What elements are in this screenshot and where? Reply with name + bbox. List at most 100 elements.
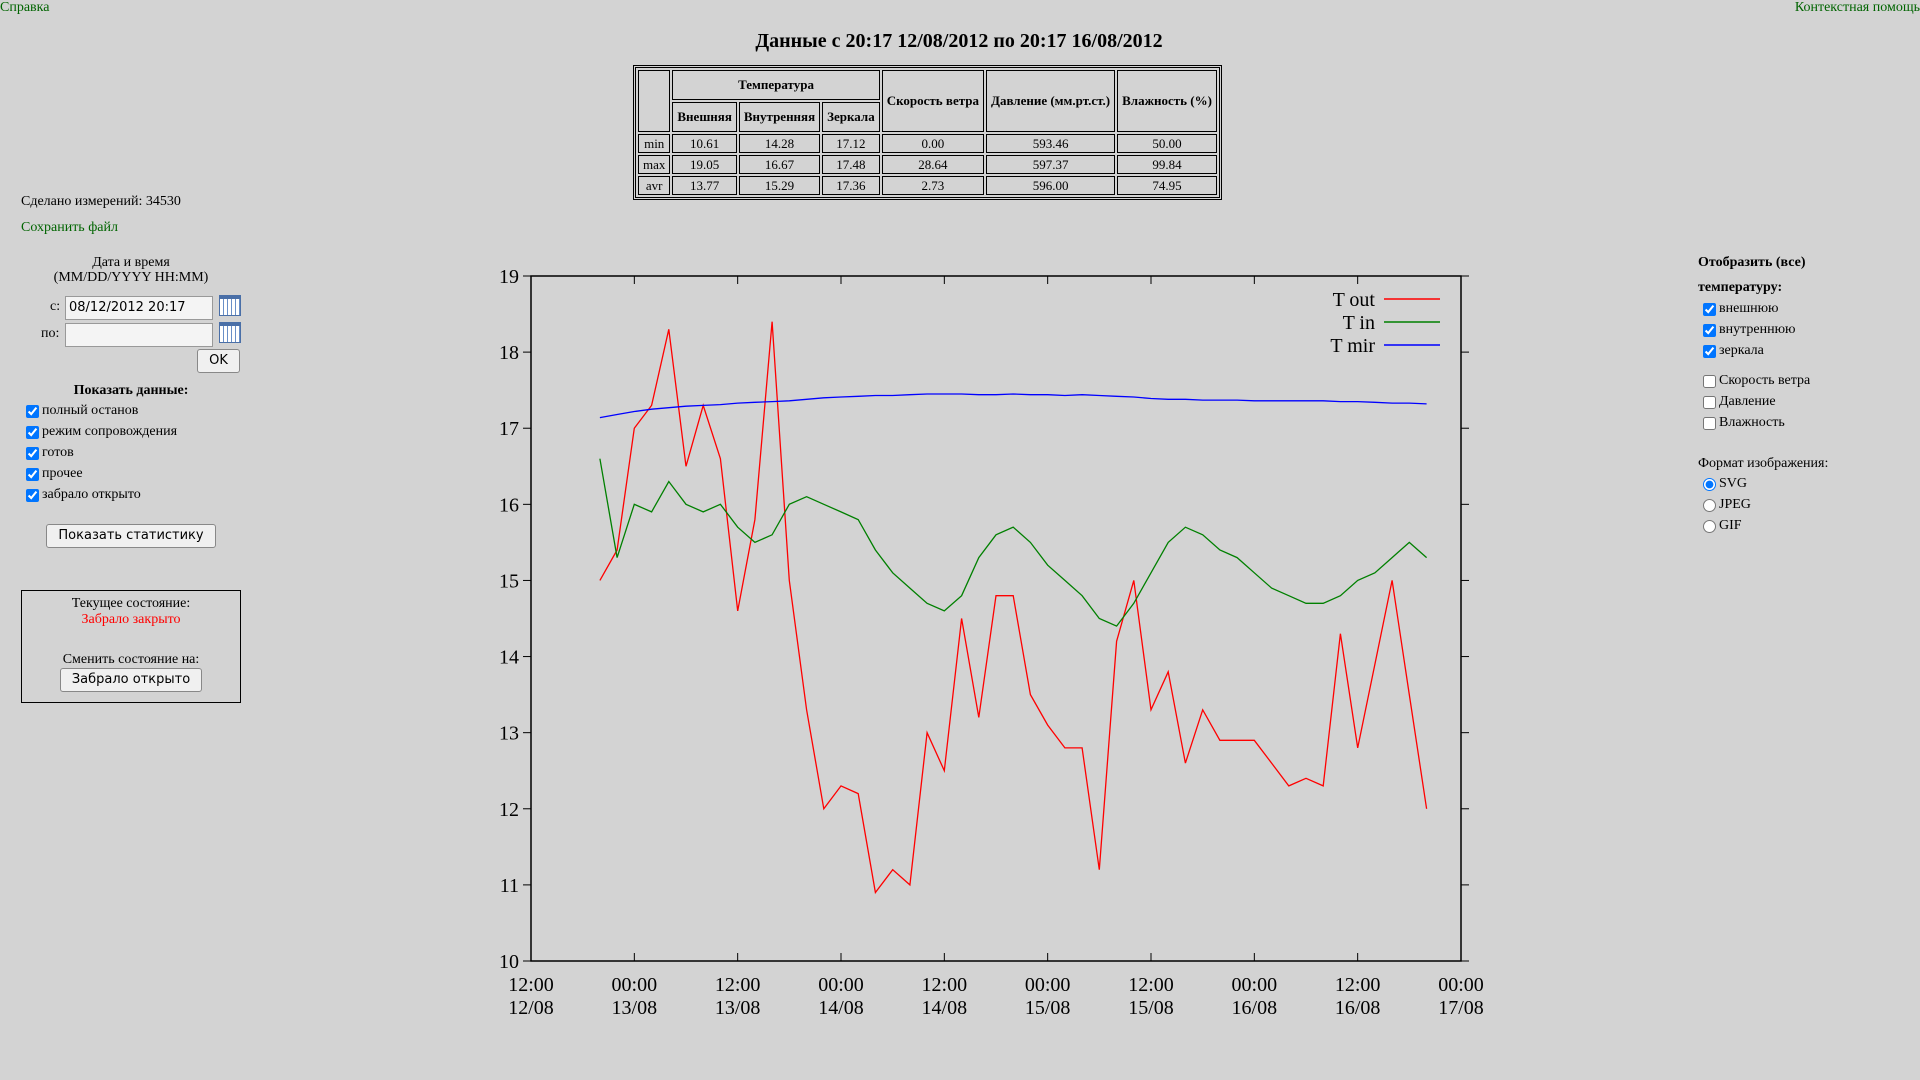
calendar-icon[interactable] (219, 295, 241, 316)
y-tick-label: 11 (500, 875, 519, 897)
format-option-input[interactable] (1703, 478, 1716, 491)
stats-button[interactable]: Показать статистику (46, 524, 216, 548)
y-tick-label: 10 (499, 951, 519, 973)
table-cell: 593.46 (986, 134, 1116, 153)
x-tick-label: 12:00 16/08 (1334, 974, 1381, 1019)
datetime-title: Дата и время (92, 255, 170, 270)
table-cell: 597.37 (986, 155, 1116, 174)
ok-button[interactable]: OK (197, 349, 240, 373)
display-title: Отобразить (все) (1698, 255, 1806, 270)
status-label: Текущее состояние: (71, 596, 191, 611)
other-option-label: Скорость ветра (1719, 373, 1811, 388)
table-row: avr 13.77 15.29 17.36 2.73 596.00 74.95 (638, 176, 1217, 195)
temp-option-input[interactable] (1703, 303, 1716, 316)
context-help-link[interactable]: Контекстная помощь (1794, 0, 1920, 15)
table-cell: 13.77 (672, 176, 737, 195)
format-option-label: JPEG (1719, 497, 1751, 512)
table-cell: 16.67 (738, 155, 821, 174)
x-tick-label: 12:00 13/08 (714, 974, 761, 1019)
table-cell: 14.28 (738, 134, 821, 153)
show-option-label: режим сопровождения (42, 424, 178, 439)
row-label: min (638, 134, 671, 153)
col-header: Давление (мм.рт.ст.) (986, 70, 1116, 132)
y-tick-label: 16 (499, 494, 519, 516)
col-header: Скорость ветра (881, 70, 984, 132)
table-row: min 10.61 14.28 17.12 0.00 593.46 50.00 (638, 134, 1217, 153)
format-option-label: SVG (1719, 476, 1748, 491)
status-value: Забрало закрыто (81, 612, 181, 627)
temp-option-input[interactable] (1703, 324, 1716, 337)
show-data-title: Показать данные: (73, 383, 189, 398)
x-tick-label: 12:00 14/08 (921, 974, 968, 1019)
show-option-label: прочее (42, 466, 83, 481)
y-tick-label: 15 (499, 570, 519, 592)
measurement-count: Сделано измерений: 34530 (21, 194, 181, 209)
y-tick-label: 13 (499, 723, 519, 745)
table-cell: 596.00 (986, 176, 1116, 195)
table-cell: 10.61 (672, 134, 737, 153)
table-cell: 17.36 (822, 176, 880, 195)
temp-option-input[interactable] (1703, 345, 1716, 358)
y-tick-label: 12 (499, 799, 519, 821)
format-option-input[interactable] (1703, 499, 1716, 512)
table-cell: 0.00 (881, 134, 984, 153)
help-link[interactable]: Справка (0, 0, 50, 15)
series-line (599, 458, 1428, 627)
table-cell: 74.95 (1117, 176, 1217, 195)
col-header: Внутренняя (738, 102, 821, 132)
show-option-input[interactable] (26, 468, 39, 481)
show-option-input[interactable] (26, 447, 39, 460)
x-tick-label: 00:00 13/08 (611, 974, 658, 1019)
calendar-icon[interactable] (219, 322, 241, 343)
from-input[interactable]: 08/12/2012 20:17 (65, 296, 213, 320)
y-tick-label: 17 (499, 418, 519, 440)
format-title: Формат изображения: (1698, 456, 1829, 471)
datetime-format: (MM/DD/YYYY HH:MM) (53, 270, 209, 285)
x-tick-label: 12:00 15/08 (1128, 974, 1174, 1019)
col-header: Влажность (%) (1117, 70, 1217, 132)
x-tick-label: 00:00 17/08 (1438, 974, 1484, 1019)
temp-option-label: зеркала (1719, 343, 1764, 358)
change-button[interactable]: Забрало открыто (60, 668, 202, 692)
table-cell: 28.64 (881, 155, 984, 174)
other-option-label: Давление (1719, 394, 1776, 409)
group-header: Температура (672, 70, 880, 100)
to-input[interactable] (65, 323, 213, 347)
stats-table: Температура Скорость ветра Давление (мм.… (633, 65, 1222, 200)
save-file-link[interactable]: Сохранить файл (21, 220, 118, 235)
page-title: Данные с 20:17 12/08/2012 по 20:17 16/08… (755, 30, 1163, 52)
table-cell: 2.73 (881, 176, 984, 195)
show-option-input[interactable] (26, 489, 39, 502)
other-option-input[interactable] (1703, 375, 1716, 388)
y-tick-label: 18 (499, 342, 519, 364)
to-label: по: (41, 326, 60, 341)
x-tick-label: 00:00 15/08 (1024, 974, 1071, 1019)
series-line (599, 393, 1427, 419)
series-line (599, 321, 1428, 895)
plot-frame (530, 275, 1462, 962)
show-option-input[interactable] (26, 405, 39, 418)
y-tick-label: 19 (499, 266, 519, 288)
temp-option-label: внешнюю (1719, 301, 1779, 316)
table-cell: 15.29 (738, 176, 821, 195)
y-tick-label: 14 (499, 647, 519, 669)
col-header: Зеркала (822, 102, 880, 132)
legend-label: T in (1343, 312, 1375, 334)
format-option-input[interactable] (1703, 520, 1716, 533)
row-label: max (638, 155, 671, 174)
other-option-input[interactable] (1703, 417, 1716, 430)
show-option-input[interactable] (26, 426, 39, 439)
status-box (21, 590, 241, 703)
change-label: Сменить состояние на: (62, 652, 200, 667)
format-option-label: GIF (1719, 518, 1742, 533)
legend-label: T mir (1330, 335, 1375, 357)
x-tick-label: 00:00 16/08 (1231, 974, 1278, 1019)
other-option-input[interactable] (1703, 396, 1716, 409)
table-cell: 99.84 (1117, 155, 1217, 174)
show-option-label: забрало открыто (42, 487, 141, 502)
from-label: с: (50, 299, 61, 314)
col-header: Внешняя (672, 102, 737, 132)
table-cell: 17.48 (822, 155, 880, 174)
